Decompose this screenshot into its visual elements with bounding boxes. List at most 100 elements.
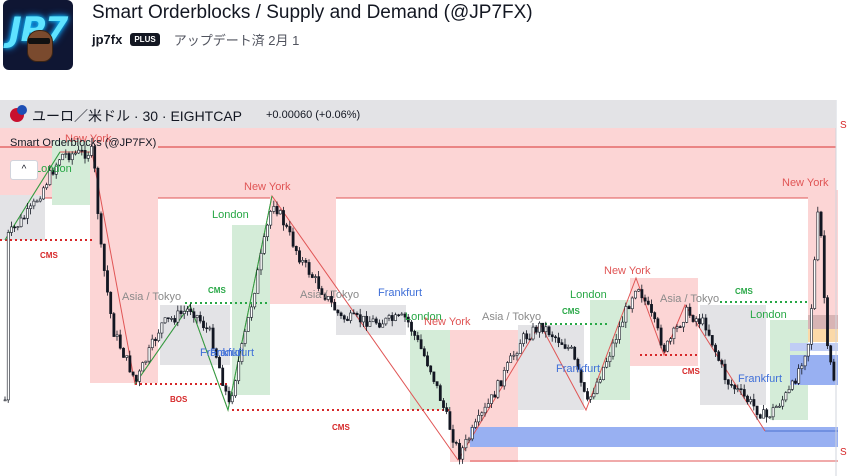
candle-body	[771, 407, 775, 418]
candle-body	[406, 316, 410, 323]
candle-body	[400, 313, 404, 316]
candle-body	[326, 296, 330, 300]
candle-body	[701, 317, 705, 325]
candle-body	[166, 317, 170, 320]
candle-body	[80, 149, 84, 152]
author-link[interactable]: jp7fx	[92, 32, 123, 47]
session-label: London	[750, 309, 787, 321]
candle-body	[582, 382, 586, 392]
candle-body	[794, 380, 797, 384]
candle-body	[454, 442, 458, 444]
candle-body	[538, 322, 541, 333]
candlestick-series	[3, 144, 836, 465]
candle-body	[525, 333, 529, 340]
chart-panel[interactable]: S S New York London Frankfurt New York Londo…	[0, 100, 864, 476]
candle-body	[224, 385, 228, 392]
candle-body	[122, 347, 125, 358]
candle-body	[138, 370, 141, 382]
structure-label: CMS	[208, 286, 226, 295]
candle-body	[294, 246, 298, 252]
candle-body	[128, 355, 132, 373]
candle-body	[624, 306, 628, 323]
candle-body	[717, 351, 721, 361]
candle-body	[774, 406, 778, 408]
structure-label: CMS	[40, 251, 58, 260]
candle-body	[800, 365, 804, 369]
candle-body	[464, 439, 468, 449]
candle-body	[720, 360, 724, 365]
candle-body	[253, 293, 257, 308]
candle-body	[362, 315, 365, 323]
collapse-legend-button[interactable]: ^	[10, 160, 38, 180]
candle-body	[435, 381, 439, 386]
candle-body	[208, 327, 212, 330]
candle-body	[256, 269, 260, 294]
session-label: New York	[604, 265, 651, 277]
candle-body	[131, 371, 135, 376]
candle-body	[214, 348, 218, 358]
candle-body	[51, 170, 55, 175]
candle-body	[234, 380, 237, 397]
candle-body	[301, 260, 305, 263]
plus-badge: PLUS	[130, 33, 160, 46]
candle-body	[112, 313, 116, 337]
candle-body	[506, 362, 509, 371]
candle-body	[496, 380, 500, 398]
candle-body	[541, 322, 545, 333]
session-label: London	[212, 209, 249, 221]
candle-body	[342, 315, 346, 320]
candle-body	[509, 355, 513, 363]
candle-body	[61, 153, 65, 161]
candle-body	[646, 300, 650, 305]
session-label: London	[405, 311, 442, 323]
candle-body	[186, 308, 189, 312]
candle-body	[480, 412, 484, 416]
candle-body	[70, 153, 74, 161]
session-box-london	[52, 140, 90, 205]
candle-body	[352, 312, 356, 315]
candle-body	[288, 226, 292, 233]
candle-body	[650, 304, 653, 313]
candle-body	[365, 315, 369, 327]
session-label: New York	[424, 316, 471, 328]
candle-body	[298, 250, 301, 263]
candle-body	[250, 306, 253, 318]
candle-body	[237, 361, 241, 382]
candle-body	[630, 297, 634, 310]
candle-body	[259, 253, 263, 271]
indicator-legend[interactable]: Smart Orderblocks (@JP7FX)	[10, 137, 157, 149]
candle-body	[58, 159, 61, 166]
candle-body	[83, 149, 87, 159]
candle-body	[544, 326, 548, 333]
candle-body	[742, 389, 746, 397]
candle-body	[470, 427, 474, 440]
candle-body	[144, 360, 148, 363]
candle-body	[125, 355, 129, 358]
candle-body	[26, 208, 29, 219]
candle-body	[762, 409, 765, 419]
structure-label: BOS	[170, 395, 188, 404]
candle-body	[317, 276, 321, 289]
candle-body	[269, 211, 273, 226]
candle-body	[682, 322, 685, 328]
candle-body	[77, 149, 81, 154]
candle-body	[3, 399, 7, 402]
candle-body	[378, 322, 381, 328]
candle-body	[614, 339, 618, 344]
candle-body	[387, 315, 391, 319]
author-avatar[interactable]: JP7	[3, 0, 73, 70]
candle-body	[381, 323, 385, 328]
candle-body	[192, 311, 196, 318]
candle-body	[662, 344, 666, 352]
symbol-title[interactable]: ユーロ／米ドル · 30 · EIGHTCAP	[32, 108, 243, 124]
candle-body	[458, 442, 461, 460]
candle-body	[656, 318, 660, 329]
candle-body	[602, 366, 605, 380]
demand-zone	[790, 343, 838, 351]
session-label: Frankfurt	[738, 373, 782, 385]
candle-body	[678, 326, 682, 328]
candle-body	[822, 235, 826, 298]
candle-body	[86, 155, 90, 159]
candle-body	[330, 296, 333, 303]
